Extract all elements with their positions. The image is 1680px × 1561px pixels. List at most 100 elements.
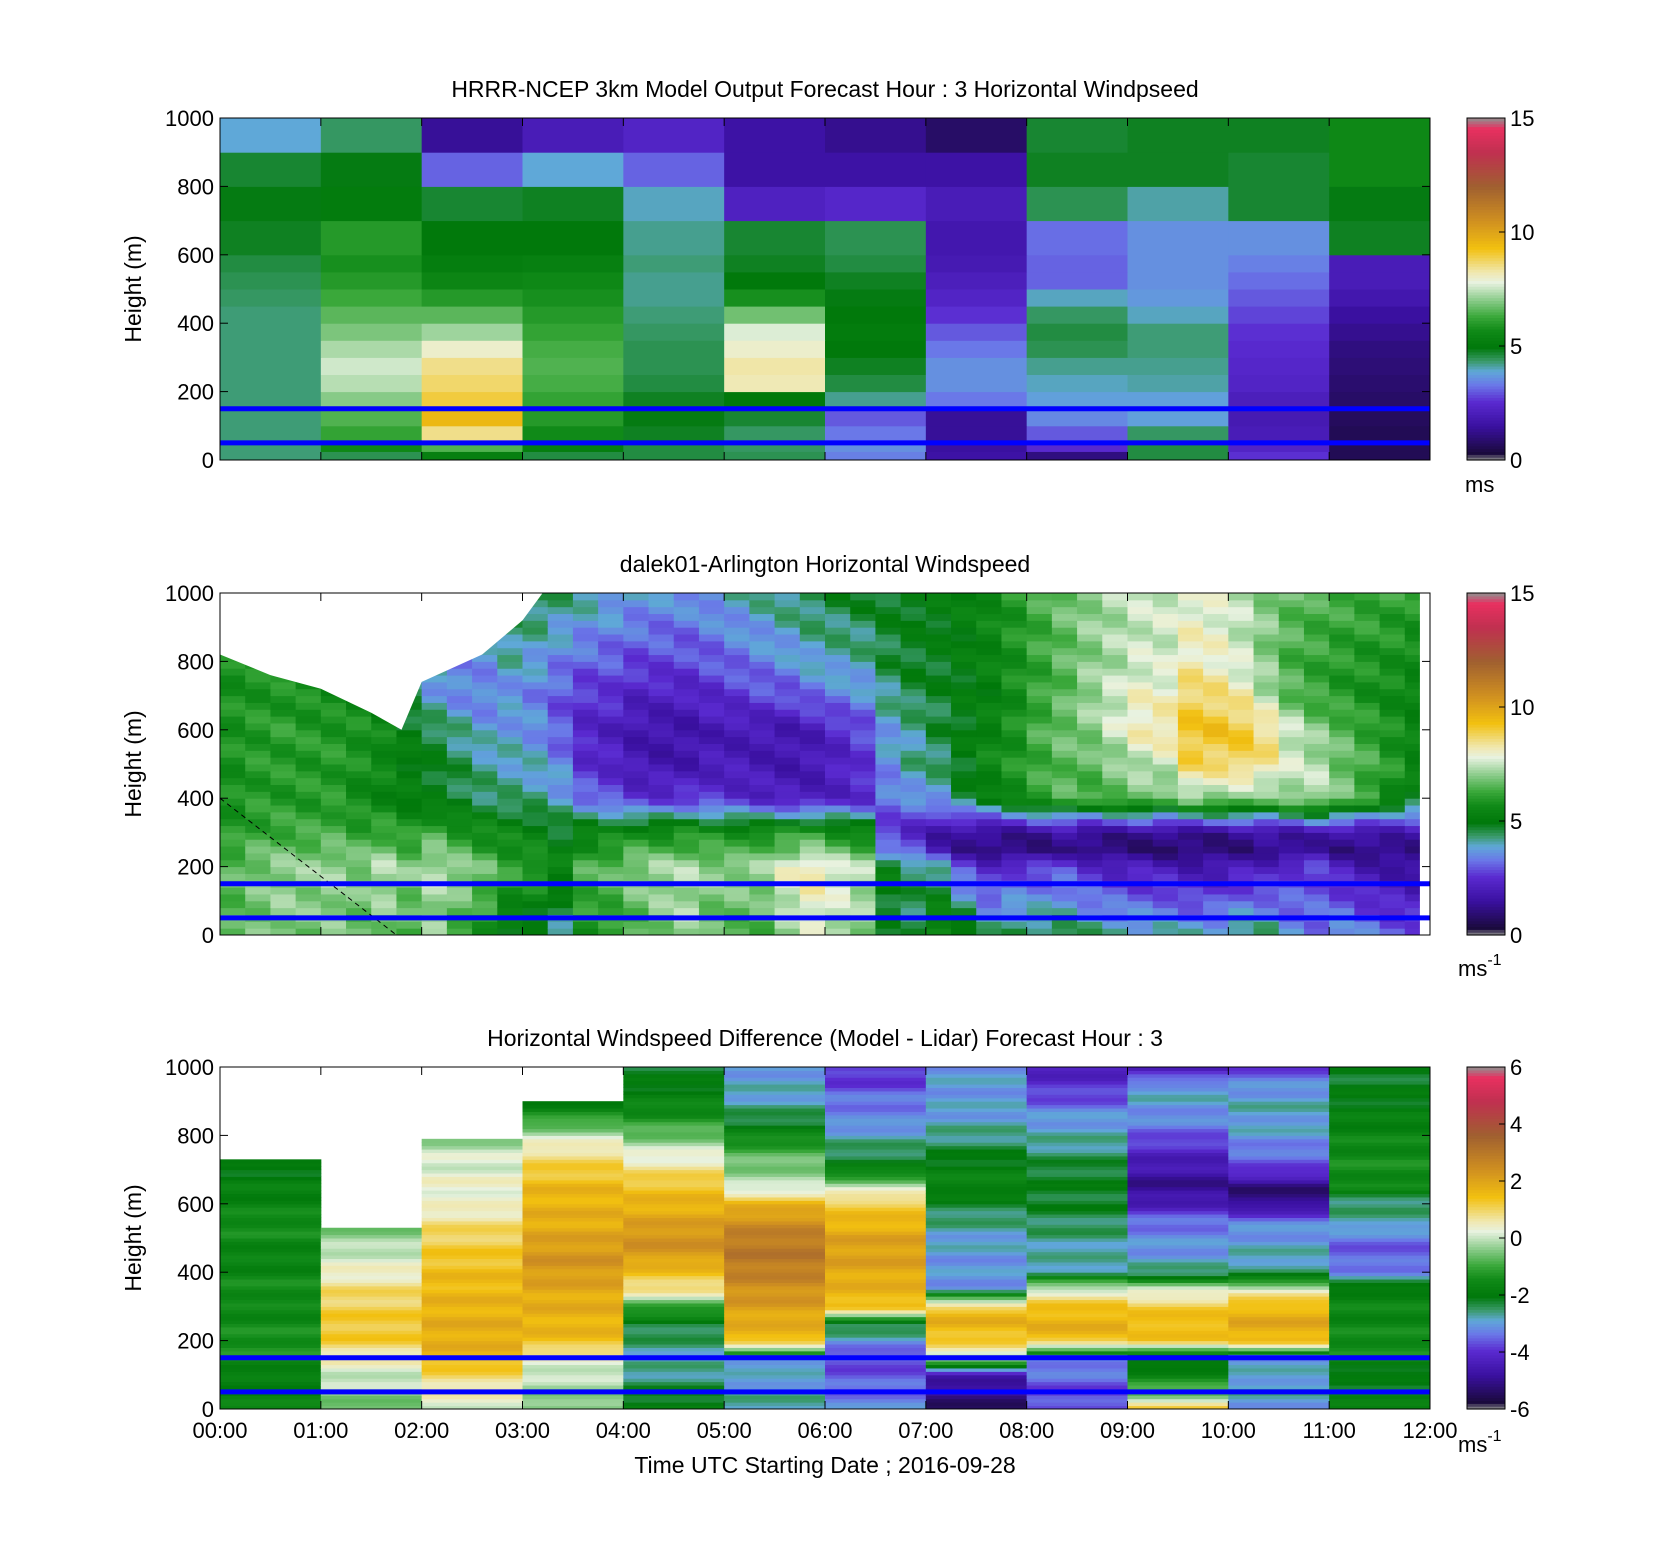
- heatmap-cell: [572, 654, 599, 662]
- heatmap-cell: [1329, 1094, 1430, 1099]
- heatmap-cell: [1026, 1214, 1128, 1218]
- heatmap-cell: [497, 757, 523, 765]
- heatmap-cell: [1329, 1210, 1430, 1215]
- heatmap-cell: [774, 852, 801, 861]
- heatmap-cell: [724, 661, 750, 669]
- heatmap-cell: [1379, 627, 1406, 635]
- heatmap-cell: [598, 675, 624, 683]
- heatmap-cell: [1152, 832, 1179, 840]
- heatmap-cell: [1278, 757, 1305, 765]
- heatmap-cell: [774, 613, 801, 621]
- heatmap-cell: [1329, 893, 1355, 902]
- heatmap-cell: [270, 818, 297, 827]
- heatmap-cell: [295, 784, 322, 792]
- x-tick-label: 00:00: [192, 1418, 247, 1443]
- heatmap-cell: [1026, 832, 1053, 840]
- heatmap-cell: [572, 688, 599, 697]
- heatmap-cell: [1329, 1255, 1430, 1260]
- heatmap-cell: [1379, 695, 1406, 703]
- heatmap-cell: [875, 736, 902, 744]
- heatmap-cell: [396, 832, 423, 840]
- heatmap-cell: [1177, 716, 1204, 724]
- heatmap-cell: [1228, 1261, 1330, 1266]
- heatmap-cell: [220, 770, 246, 779]
- heatmap-cell: [925, 1087, 1028, 1092]
- heatmap-cell: [850, 859, 876, 868]
- heatmap-cell: [1228, 887, 1255, 895]
- panel-model-reference-lines: [220, 406, 1430, 446]
- heatmap-cell: [421, 1155, 523, 1160]
- colorbar-segment: [1467, 1206, 1505, 1211]
- heatmap-cell: [951, 620, 977, 628]
- heatmap-cell: [1026, 1179, 1128, 1184]
- heatmap-cell: [421, 921, 448, 929]
- x-tick-label: 08:00: [999, 1418, 1054, 1443]
- heatmap-cell: [648, 688, 675, 697]
- heatmap-cell: [925, 1196, 1028, 1201]
- heatmap-cell: [1001, 695, 1028, 703]
- heatmap-cell: [799, 832, 826, 840]
- heatmap-cell: [1203, 873, 1229, 881]
- colorbar-segment: [1467, 363, 1505, 367]
- heatmap-cell: [421, 1292, 523, 1297]
- heatmap-cell: [1152, 839, 1179, 847]
- heatmap-cell: [472, 893, 498, 902]
- heatmap-cell: [497, 695, 523, 703]
- heatmap-cell: [749, 599, 776, 608]
- heatmap-cell: [1228, 1333, 1330, 1338]
- heatmap-cell: [1001, 634, 1028, 642]
- heatmap-cell: [825, 832, 851, 840]
- heatmap-cell: [1253, 722, 1280, 731]
- heatmap-cell: [825, 1214, 927, 1218]
- heatmap-cell: [245, 893, 271, 902]
- panel-difference-cells: [220, 1067, 1430, 1409]
- heatmap-cell: [724, 1316, 826, 1321]
- heatmap-cell: [825, 640, 851, 649]
- heatmap-cell: [623, 1196, 725, 1201]
- heatmap-cell: [1253, 606, 1280, 615]
- heatmap-cell: [623, 1125, 725, 1130]
- heatmap-cell: [724, 1135, 826, 1140]
- heatmap-cell: [598, 668, 624, 676]
- heatmap-cell: [1102, 893, 1128, 902]
- heatmap-cell: [799, 859, 826, 868]
- heatmap-cell: [1379, 764, 1406, 772]
- colorbar-segment: [1467, 749, 1505, 754]
- colorbar-segment: [1467, 1235, 1505, 1239]
- heatmap-cell: [900, 893, 927, 902]
- heatmap-cell: [724, 750, 750, 758]
- heatmap-cell: [1127, 1272, 1229, 1277]
- heatmap-cell: [774, 893, 801, 902]
- heatmap-cell: [497, 846, 523, 854]
- heatmap-cell: [724, 1306, 826, 1311]
- heatmap-cell: [1228, 1340, 1330, 1345]
- heatmap-cell: [1404, 893, 1430, 902]
- heatmap-cell: [1026, 1084, 1128, 1089]
- heatmap-cell: [900, 873, 927, 881]
- heatmap-cell: [522, 606, 549, 615]
- colorbar-tick-label: 2: [1510, 1169, 1522, 1194]
- heatmap-cell: [825, 1094, 927, 1099]
- heatmap-cell: [673, 613, 700, 621]
- heatmap-cell: [1026, 1138, 1128, 1143]
- heatmap-cell: [825, 1080, 927, 1085]
- heatmap-cell: [1026, 887, 1053, 895]
- heatmap-cell: [1278, 681, 1305, 690]
- heatmap-cell: [572, 839, 599, 847]
- colorbar-segment: [1467, 308, 1505, 313]
- heatmap-cell: [1001, 928, 1028, 935]
- heatmap-cell: [1051, 887, 1078, 895]
- heatmap-cell: [1102, 805, 1128, 813]
- heatmap-cell: [320, 859, 347, 868]
- heatmap-cell: [1102, 757, 1128, 765]
- heatmap-cell: [220, 1296, 322, 1301]
- heatmap-cell: [1228, 1326, 1330, 1331]
- heatmap-cell: [1329, 1344, 1430, 1348]
- colorbar-segment: [1467, 832, 1505, 836]
- heatmap-cell: [1127, 1282, 1229, 1287]
- heatmap-cell: [1127, 1125, 1229, 1130]
- heatmap-cell: [825, 220, 927, 256]
- heatmap-cell: [900, 750, 927, 758]
- heatmap-cell: [825, 1296, 927, 1301]
- colorbar-segment: [1467, 732, 1505, 737]
